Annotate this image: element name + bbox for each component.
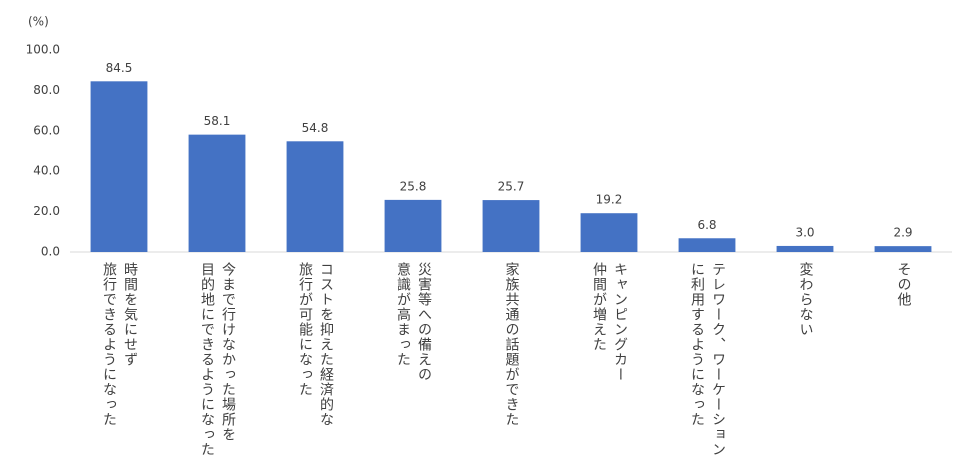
value-label: 25.7 — [498, 180, 525, 194]
bar — [286, 141, 344, 252]
value-label: 54.8 — [302, 121, 329, 135]
x-tick-label: 今まで行けなかった場所を 目的地にできるようになった — [199, 262, 236, 457]
bar — [384, 199, 442, 252]
y-tick-label: 0.0 — [41, 245, 60, 259]
bar — [776, 245, 834, 252]
value-label: 19.2 — [596, 193, 623, 207]
x-tick-label: 変わらない — [797, 262, 814, 337]
x-tick-label: テレワーク、ワーケーション に利用するようになった — [689, 262, 726, 457]
value-label: 6.8 — [697, 218, 716, 232]
y-tick-label: 80.0 — [33, 83, 60, 97]
y-axis-label: (%) — [28, 15, 49, 29]
x-tick-label: 家族共通の話題ができた — [503, 262, 520, 427]
value-label: 58.1 — [204, 114, 231, 128]
y-tick-label: 40.0 — [33, 164, 60, 178]
x-tick-label: 時間を気にせず 旅行できるようになった — [101, 262, 138, 427]
value-label: 3.0 — [795, 225, 814, 239]
x-tick-label: コストを抑えた経済的な 旅行が可能になった — [297, 262, 334, 427]
bar — [678, 238, 736, 252]
value-label: 25.8 — [400, 179, 427, 193]
value-label: 2.9 — [893, 226, 912, 240]
x-tick-label: キャンピングカー 仲間が増えた — [591, 262, 628, 382]
x-tick-label: その他 — [895, 262, 912, 307]
bar — [188, 134, 246, 252]
x-tick-label: 災害等への備えの 意識が高まった — [395, 262, 432, 382]
y-tick-label: 100.0 — [26, 43, 60, 57]
value-label: 84.5 — [106, 61, 133, 75]
bar — [874, 246, 932, 252]
bar — [580, 213, 638, 252]
y-tick-label: 20.0 — [33, 204, 60, 218]
bar — [90, 81, 148, 252]
bar — [482, 200, 540, 252]
y-tick-label: 60.0 — [33, 123, 60, 137]
